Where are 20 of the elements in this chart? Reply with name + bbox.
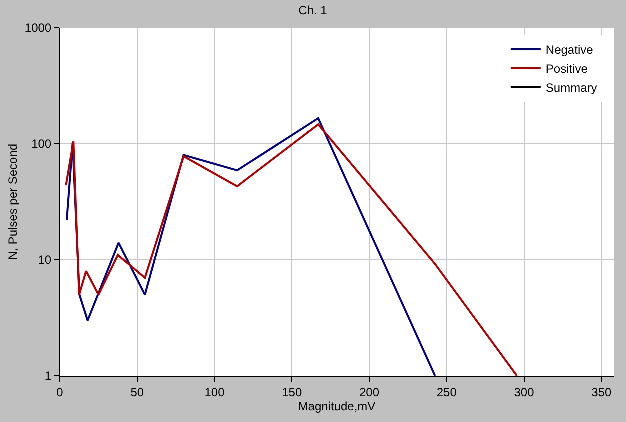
y-tick-label: 1 [44, 369, 52, 384]
y-tick-label: 100 [32, 137, 52, 152]
x-tick-label: 250 [436, 385, 458, 400]
x-tick-label: 150 [282, 385, 302, 400]
legend-label: Positive [546, 62, 588, 76]
line-series [65, 124, 518, 376]
y-tick-label: 1000 [24, 21, 52, 36]
legend-label: Negative [546, 43, 594, 58]
y-axis-title: N, Pulses per Second [6, 144, 20, 260]
chart-title: Ch. 1 [298, 4, 328, 18]
legend-label: Summary [546, 81, 598, 96]
x-tick-label: 350 [592, 385, 612, 400]
x-axis-title: Magnitude,mV [298, 399, 376, 414]
x-tick-label: 0 [56, 385, 64, 400]
x-tick-label: 50 [130, 385, 144, 400]
line-series [66, 117, 436, 376]
x-tick-label: 200 [359, 385, 380, 400]
y-tick-label: 10 [38, 253, 52, 268]
x-tick-label: 300 [514, 385, 535, 400]
x-tick-label: 100 [204, 385, 226, 400]
